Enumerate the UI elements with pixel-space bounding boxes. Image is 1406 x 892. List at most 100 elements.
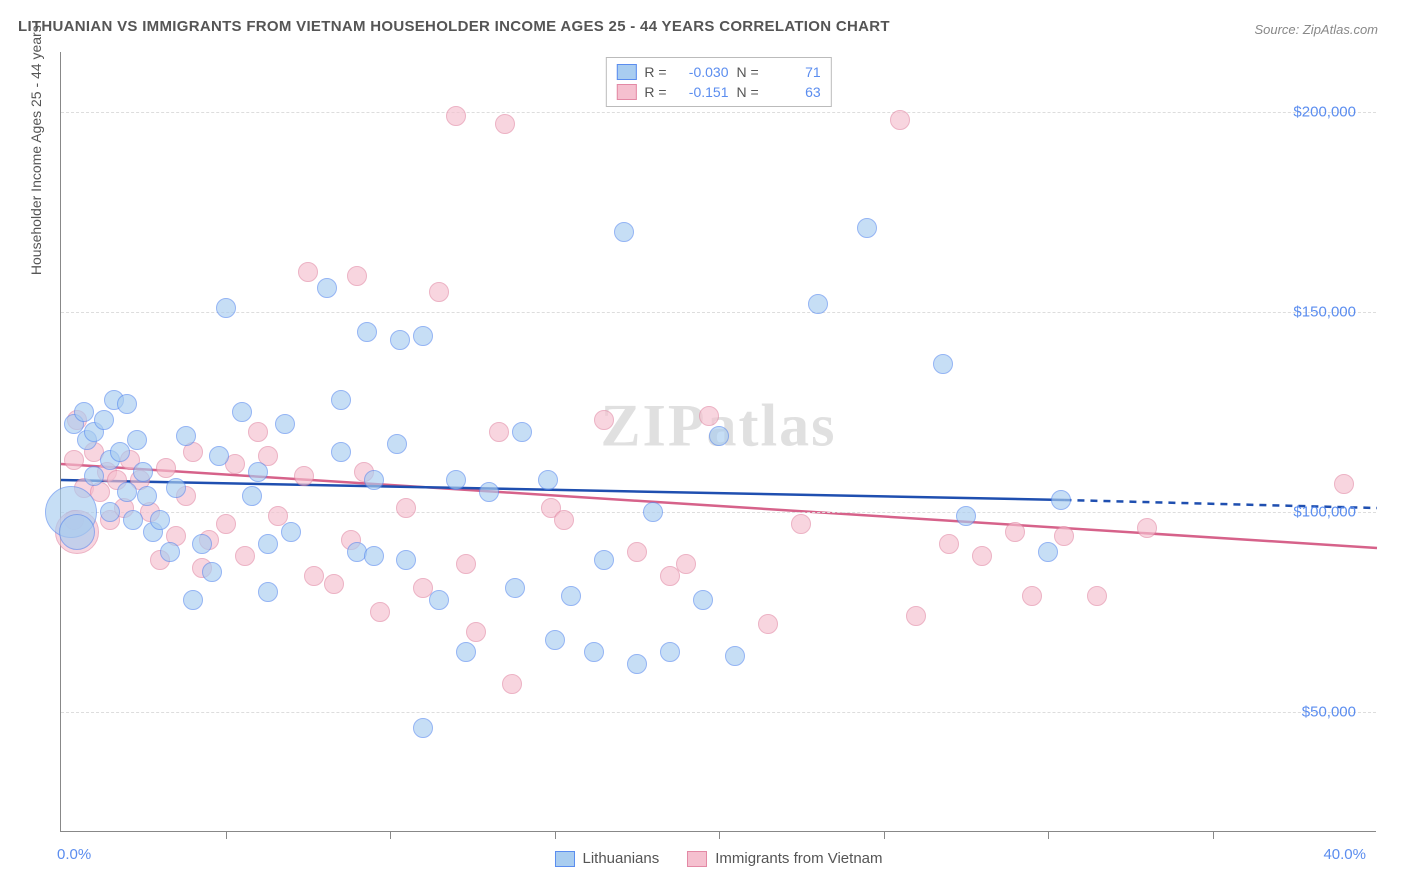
data-point-a [413,718,433,738]
data-point-b [156,458,176,478]
data-point-b [676,554,696,574]
data-point-b [235,546,255,566]
x-tick-mark [226,831,227,839]
data-point-a [594,550,614,570]
y-tick-label: $100,000 [1293,504,1356,521]
data-point-a [281,522,301,542]
data-point-b [699,406,719,426]
data-point-b [1087,586,1107,606]
data-point-b [489,422,509,442]
series-legend: Lithuanians Immigrants from Vietnam [554,850,882,867]
data-point-a [258,582,278,602]
data-point-a [725,646,745,666]
data-point-b [324,574,344,594]
data-point-b [64,450,84,470]
data-point-a [387,434,407,454]
gridline-h [61,112,1376,113]
data-point-a [331,390,351,410]
data-point-a [137,486,157,506]
y-tick-label: $150,000 [1293,304,1356,321]
x-axis-min-label: 0.0% [57,846,91,863]
data-point-b [627,542,647,562]
data-point-a [123,510,143,530]
data-point-a [933,354,953,374]
data-point-b [906,606,926,626]
data-point-b [396,498,416,518]
data-point-a [709,426,729,446]
data-point-b [298,262,318,282]
data-point-b [890,110,910,130]
data-point-b [216,514,236,534]
x-tick-mark [884,831,885,839]
data-point-a [429,590,449,610]
data-point-b [304,566,324,586]
data-point-a [1051,490,1071,510]
data-point-a [364,470,384,490]
swatch-b-icon [687,851,707,867]
data-point-a [614,222,634,242]
data-point-a [59,514,95,550]
data-point-a [660,642,680,662]
data-point-b [594,410,614,430]
data-point-a [232,402,252,422]
y-tick-label: $50,000 [1302,704,1356,721]
data-point-b [456,554,476,574]
data-point-a [242,486,262,506]
data-point-b [495,114,515,134]
plot-area: ZIPatlas R = -0.030 N = 71 R = -0.151 N … [60,52,1376,832]
data-point-a [956,506,976,526]
data-point-a [209,446,229,466]
data-point-a [357,322,377,342]
data-point-a [396,550,416,570]
data-point-b [972,546,992,566]
data-point-a [133,462,153,482]
data-point-a [248,462,268,482]
data-point-a [74,402,94,422]
gridline-h [61,712,1376,713]
data-point-a [100,502,120,522]
series-b-name: Immigrants from Vietnam [715,850,882,867]
y-tick-label: $200,000 [1293,104,1356,121]
data-point-a [584,642,604,662]
data-point-a [176,426,196,446]
data-point-a [216,298,236,318]
x-tick-mark [390,831,391,839]
data-point-a [84,466,104,486]
data-point-b [294,466,314,486]
data-point-a [857,218,877,238]
data-point-a [117,482,137,502]
data-point-a [1038,542,1058,562]
x-tick-mark [1048,831,1049,839]
x-tick-mark [555,831,556,839]
data-point-b [446,106,466,126]
data-point-a [538,470,558,490]
data-point-a [512,422,532,442]
data-point-a [413,326,433,346]
data-point-b [429,282,449,302]
data-point-a [94,410,114,430]
data-point-b [1022,586,1042,606]
legend-item-b: Immigrants from Vietnam [687,850,882,867]
data-point-a [390,330,410,350]
data-point-a [331,442,351,462]
data-point-a [160,542,180,562]
data-point-a [693,590,713,610]
source-label: Source: ZipAtlas.com [1254,22,1378,37]
data-point-b [1005,522,1025,542]
data-point-a [150,510,170,530]
data-point-b [347,266,367,286]
data-point-a [545,630,565,650]
data-point-a [561,586,581,606]
data-point-a [808,294,828,314]
data-point-b [502,674,522,694]
x-tick-mark [719,831,720,839]
data-point-b [1054,526,1074,546]
x-axis-max-label: 40.0% [1323,846,1366,863]
data-point-a [192,534,212,554]
legend-item-a: Lithuanians [554,850,659,867]
data-point-a [456,642,476,662]
data-point-b [939,534,959,554]
data-point-a [202,562,222,582]
data-point-a [275,414,295,434]
data-point-b [791,514,811,534]
